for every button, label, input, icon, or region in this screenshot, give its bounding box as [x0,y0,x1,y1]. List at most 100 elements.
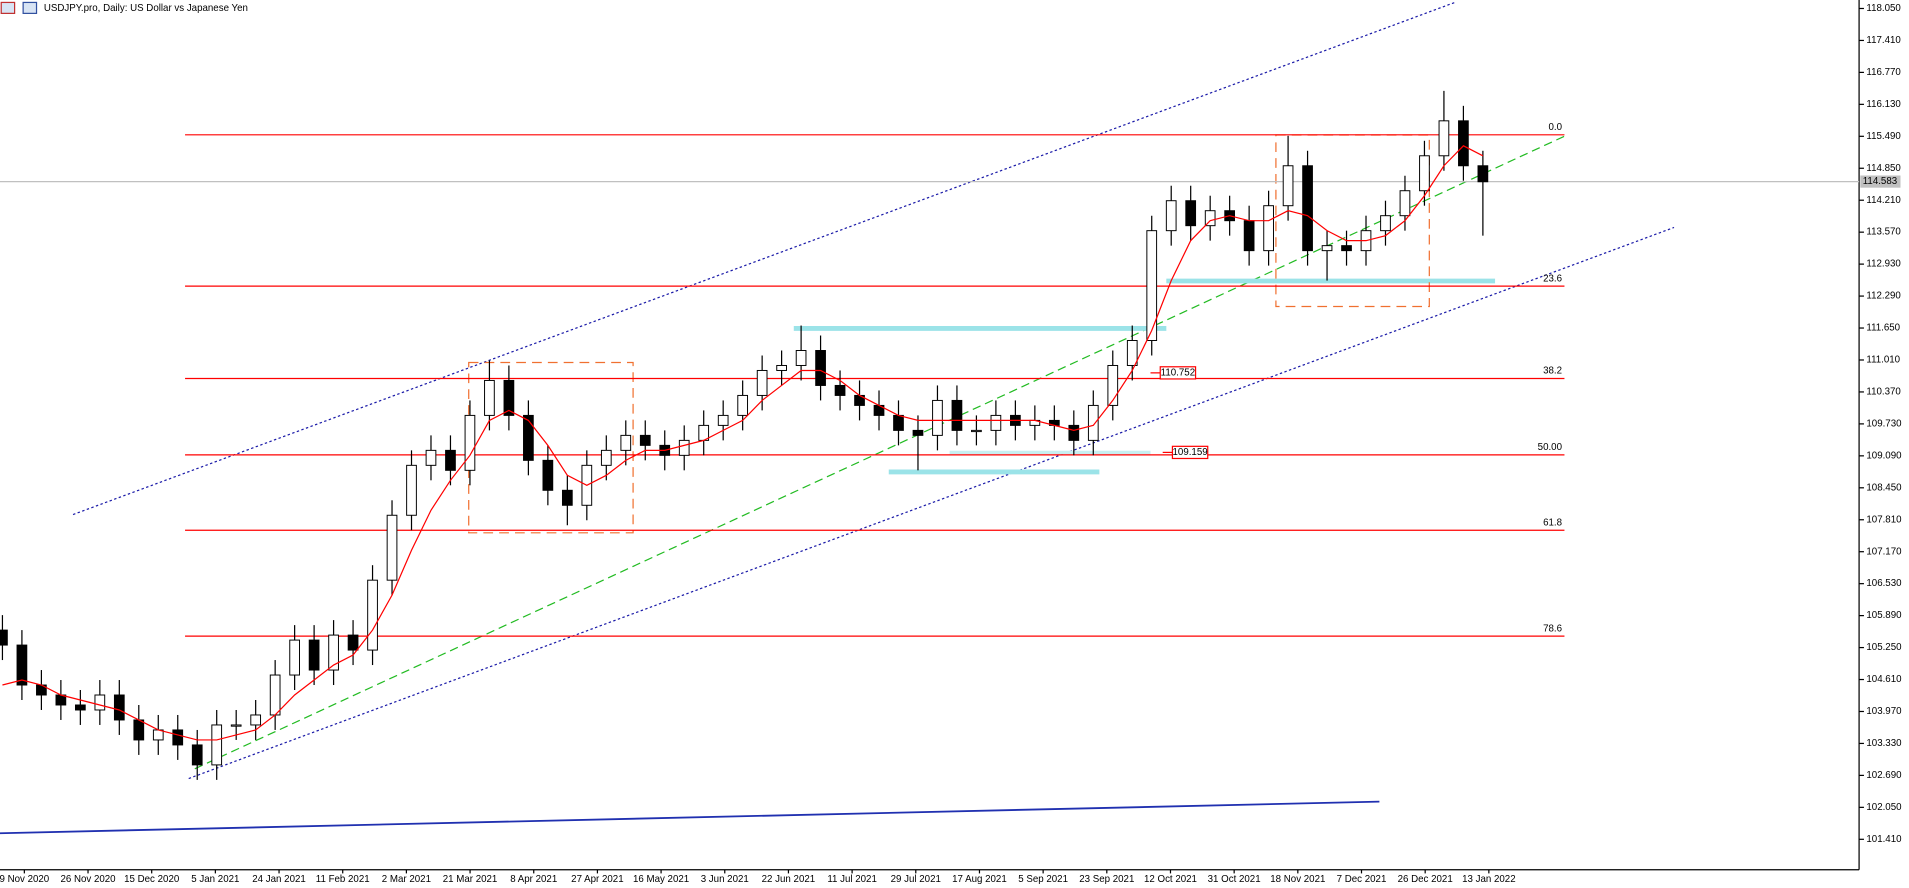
candle-body [756,369,768,396]
candle-body [932,399,943,436]
candle-body [503,379,515,416]
candle-body [815,350,826,386]
box [468,361,634,534]
candle-body [542,459,554,491]
candle-body [1321,245,1333,252]
x-tick-label: 23 Sep 2021 [1079,874,1134,885]
candle-body [893,414,904,431]
candle-body [717,414,729,426]
candle-body [1399,190,1411,217]
x-tick-label: 13 Jan 2022 [1462,874,1516,885]
x-tick-label: 29 Jul 2021 [891,874,941,885]
candle-body [367,579,378,651]
y-tick-label: 112.930 [1866,259,1901,270]
x-tick-label: 16 May 2021 [633,874,689,885]
candle-body [737,394,749,416]
candle-body [16,644,28,686]
candle-body [0,629,8,646]
fib-label: 23.6 [1543,273,1562,284]
candle-body [347,634,359,651]
y-tick-label: 102.050 [1866,802,1902,813]
candle-body [1438,120,1450,157]
x-tick-label: 22 Jun 2021 [762,874,816,885]
y-tick-label: 105.890 [1866,610,1902,621]
blue-line [0,800,1380,835]
y-tick-label: 102.690 [1866,770,1902,781]
x-tick-label: 7 Dec 2021 [1337,874,1387,885]
price-label: 110.752 [1161,367,1195,378]
price-label: 109.159 [1173,447,1208,458]
y-tick-label: 108.450 [1866,482,1902,493]
candle-body [523,414,534,461]
drawings [0,1,1675,835]
candle-body [464,414,476,471]
candle-body [1165,200,1177,232]
y-tick-label: 111.010 [1866,355,1900,366]
candle-body [1341,245,1352,252]
candle-body [289,639,300,676]
price-label-box [1159,366,1197,380]
y-tick-label: 104.610 [1866,674,1902,685]
icon [22,1,38,14]
y-tick-label: 106.530 [1866,578,1902,589]
current-price-box [1860,175,1901,188]
candle-body [600,449,612,466]
candle-body [561,489,573,506]
candle-body [639,434,651,446]
trend-line [194,135,1565,770]
candle-body [620,434,632,451]
candle-body [445,449,456,471]
x-tick-label: 21 Mar 2021 [443,874,498,885]
y-tick-label: 116.130 [1866,99,1901,110]
box [1275,134,1430,308]
candle-body [1477,165,1489,183]
candle-body [172,729,184,746]
x-tick-label: 15 Dec 2020 [124,874,180,885]
y-tick-label: 109.730 [1866,418,1902,429]
candle-body [94,694,106,711]
fib-label: 50.00 [1538,442,1563,453]
fib-label: 0.0 [1548,122,1562,133]
candle-body [1204,210,1216,227]
candle-body [1458,120,1469,167]
candle-body [1302,165,1313,252]
moving-average [2,145,1484,741]
x-tick-label: 5 Sep 2021 [1018,874,1068,885]
y-tick-label: 111.650 [1866,323,1900,334]
candle-body [133,719,145,741]
y-tick-label: 107.810 [1866,514,1902,525]
candle-body [1126,340,1138,366]
candle-body [951,399,963,431]
fib-label: 61.8 [1543,518,1562,529]
candle-body [678,439,690,456]
candle-body [912,429,924,436]
x-tick-label: 26 Dec 2021 [1398,874,1453,885]
y-tick-label: 116.770 [1866,67,1901,78]
y-tick-label: 115.490 [1866,131,1901,142]
candle-body [990,414,1002,431]
candle-body [386,514,398,581]
fib-label: 38.2 [1543,366,1562,377]
candle-body [1419,155,1430,192]
candle-body [834,384,846,396]
candle-body [1087,404,1099,441]
y-tick-label: 109.090 [1866,450,1902,461]
channel-lower [188,226,1675,780]
y-tick-label: 113.570 [1866,227,1901,238]
candle-body [308,639,320,671]
channel-upper [72,1,1456,516]
candle-body [328,634,339,671]
candle-body [191,744,203,766]
x-tick-label: 12 Oct 2021 [1144,874,1197,885]
candle-body [211,724,223,766]
candle-body [425,449,437,466]
x-tick-label: 24 Jan 2021 [252,874,306,885]
candle-body [406,464,417,516]
x-tick-label: 3 Jun 2021 [701,874,749,885]
candle-body [1068,424,1080,441]
candle-body [74,704,86,711]
x-tick-label: 18 Nov 2021 [1270,874,1325,885]
candle-body [1146,230,1158,341]
